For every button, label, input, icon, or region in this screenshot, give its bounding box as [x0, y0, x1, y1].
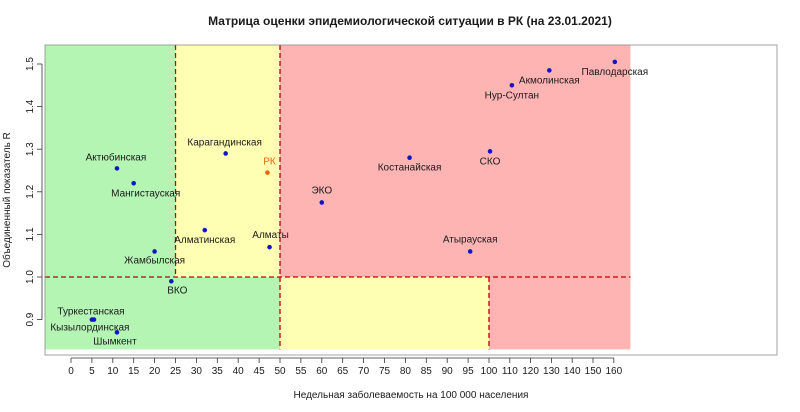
data-point-label: Алматы [252, 230, 289, 241]
data-point [131, 180, 136, 186]
x-tick-label: 110 [502, 366, 518, 377]
x-tick-label: 85 [421, 366, 433, 377]
zone-2 [280, 45, 631, 277]
data-point [223, 151, 228, 156]
x-tick-label: 45 [254, 366, 266, 377]
data-point [265, 170, 270, 175]
zone-1 [175, 45, 280, 277]
data-point-label: Жамбылская [124, 254, 185, 266]
x-tick-label: 30 [191, 366, 203, 377]
x-axis-label: Недельная заболеваемость на 100 000 насе… [294, 389, 529, 401]
zone-0 [45, 45, 176, 277]
y-tick-label: 1.2 [25, 184, 36, 198]
data-point-label: Актюбинская [86, 151, 147, 163]
data-point-label: Павлодарская [582, 67, 649, 78]
x-tick-label: 65 [337, 366, 349, 377]
data-point [487, 149, 493, 154]
threshold-lines [45, 45, 631, 350]
x-tick-label: 120 [522, 366, 539, 377]
data-point [547, 68, 552, 73]
x-tick-label: 10 [107, 366, 119, 377]
data-point [114, 166, 120, 171]
y-tick-label: 1.4 [25, 99, 36, 113]
x-tick-label: 70 [358, 366, 370, 377]
data-point-label: Шымкент [93, 336, 137, 347]
data-point-label: СКО [480, 156, 501, 167]
x-tick-label: 0 [68, 366, 74, 377]
data-point [267, 244, 272, 250]
data-point [319, 200, 325, 205]
y-axis: 0.9 1.0 1.1 1.2 1.3 1.4 1.5 [25, 57, 43, 327]
data-point-label: Кызылординская [50, 323, 129, 334]
x-tick-label: 25 [170, 366, 182, 377]
x-tick-label: 20 [149, 366, 161, 377]
data-point [407, 155, 412, 161]
x-tick-label: 55 [295, 366, 307, 377]
data-point [114, 330, 120, 335]
data-point [152, 249, 157, 254]
data-point-label: РК [263, 157, 276, 168]
data-point-label: Акмолинская [519, 75, 580, 86]
data-point-label: Костанайская [378, 163, 442, 174]
data-point-label: Атырауская [443, 234, 498, 245]
data-point-label: Мангистауская [111, 188, 180, 199]
x-tick-label: 130 [543, 366, 560, 377]
zone-3 [45, 277, 280, 350]
x-tick-label: 50 [274, 366, 286, 377]
x-tick-label: 5 [89, 366, 95, 377]
y-tick-label: 1.0 [25, 270, 36, 284]
x-tick-label: 35 [212, 366, 224, 377]
plot-frame [44, 44, 778, 356]
data-point-label: Туркестанская [57, 307, 124, 318]
x-tick-label: 90 [442, 366, 454, 377]
data-point-label: Алматинская [174, 235, 235, 246]
x-tick-label: 15 [128, 366, 140, 377]
data-point [509, 83, 515, 88]
x-tick-label: 60 [316, 366, 328, 377]
x-tick-label: 40 [233, 366, 245, 377]
data-point-label: Нур-Султан [485, 90, 539, 101]
zone-5 [489, 277, 631, 350]
risk-zones [45, 45, 631, 350]
y-tick-label: 1.5 [25, 57, 36, 71]
y-axis-label: Объединенный показатель R [1, 132, 13, 268]
data-point-label: ВКО [167, 285, 187, 296]
data-point-label: Карагандинская [187, 137, 262, 148]
zone-4 [280, 277, 489, 350]
data-point [202, 227, 208, 233]
x-axis: 0 5 10 15 20 25 30 35 40 45 50 55 60 65 70 75 80 85 90 95 10… [68, 357, 623, 377]
x-tick-label: 95 [463, 366, 475, 377]
x-tick-label: 80 [400, 366, 412, 377]
data-point [89, 317, 95, 322]
data-point [169, 278, 174, 284]
data-point [612, 59, 618, 65]
x-tick-label: 100 [481, 366, 498, 377]
y-tick-label: 1.3 [25, 142, 36, 156]
data-point-label: ЭКО [311, 185, 332, 196]
y-tick-label: 0.9 [25, 312, 36, 326]
x-tick-label: 160 [605, 366, 622, 377]
x-tick-label: 140 [564, 366, 581, 377]
x-tick-label: 75 [379, 366, 391, 377]
data-point [467, 249, 473, 254]
x-tick-label: 150 [585, 366, 602, 377]
y-tick-label: 1.1 [25, 227, 36, 241]
chart-title: Матрица оценки эпидемиологической ситуац… [208, 14, 612, 28]
